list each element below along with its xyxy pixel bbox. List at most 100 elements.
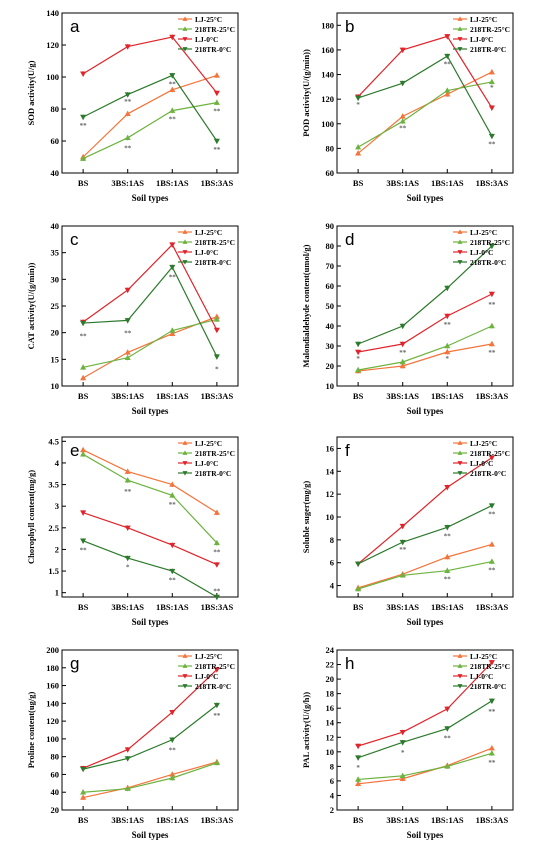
y-tick-label: 80: [326, 143, 335, 153]
legend-label: 218TR-0°C: [470, 682, 506, 691]
significance-mark: **: [488, 759, 496, 767]
data-point: [488, 541, 495, 547]
data-point: [80, 374, 87, 381]
y-tick-label: 100: [46, 72, 59, 82]
legend-label: LJ-25°C: [470, 652, 497, 661]
y-tick-label: 3: [55, 501, 59, 511]
y-tick-label: 140: [321, 70, 334, 80]
data-point: [444, 34, 451, 40]
significance-mark: **: [488, 140, 496, 148]
plot-frame: [61, 649, 239, 811]
y-tick-label: 6: [330, 776, 334, 786]
y-tick-label: 30: [51, 274, 60, 284]
data-point: [213, 562, 220, 568]
data-point: [488, 455, 495, 461]
significance-mark: **: [444, 321, 452, 329]
significance-mark: **: [169, 116, 177, 124]
panel-letter: f: [345, 441, 350, 460]
data-point: [488, 750, 495, 756]
series-line: [357, 543, 493, 589]
y-tick-label: 120: [321, 94, 334, 104]
panel-letter: d: [345, 230, 354, 249]
data-point: [488, 291, 495, 298]
x-tick-label: 3BS:1AS: [111, 178, 144, 188]
legend-marker: [457, 16, 463, 21]
y-tick-label: 50: [326, 301, 335, 311]
legend-item: LJ-25°C: [178, 15, 222, 24]
data-point: [488, 243, 495, 250]
panel-a: a 40 60 80 100 120 140 BS 3BS:1AS 1BS:1AS 1BS:3AS S…: [26, 8, 239, 203]
x-axis-label: Soil types: [407, 617, 444, 627]
data-point: [80, 446, 87, 453]
legend-label: 218TR-25°C: [470, 662, 510, 671]
data-point: [355, 349, 362, 356]
series-line: [358, 752, 493, 781]
series-LJ-25: [355, 68, 495, 156]
x-tick-label: 1BS:1AS: [431, 391, 464, 401]
significance-mark: **: [444, 60, 452, 68]
y-tick-label: 10: [326, 381, 335, 391]
series-LJ-0: [80, 34, 220, 97]
legend-item: 218TR-25°C: [178, 25, 235, 34]
series-line: [357, 457, 493, 565]
data-point: [444, 91, 451, 97]
panel-d: d 10 20 30 40 50 60 70 80 90 BS 3BS:1AS 1BS:1AS 1BS:3…: [301, 221, 514, 416]
series-line: [358, 293, 493, 353]
legend-item: LJ-0°C: [453, 672, 493, 681]
legend-item: 218TR-25°C: [453, 662, 510, 671]
legend-label: LJ-0°C: [195, 248, 218, 257]
legend-label: LJ-0°C: [470, 672, 493, 681]
series-line: [357, 560, 493, 590]
panel-b: b 60 80 100 120 140 160 180 BS 3BS:1AS 1BS:1AS 1BS:…: [301, 12, 514, 203]
data-point: [213, 354, 220, 360]
significance-mark: **: [169, 577, 177, 585]
x-tick-label: 1BS:3AS: [201, 602, 234, 612]
data-point: [399, 362, 406, 369]
data-point: [444, 726, 451, 732]
y-axis-label: Malondialdehyde content(umol/g): [301, 244, 311, 367]
data-point: [80, 155, 87, 161]
legend-label: 218TR-0°C: [195, 258, 231, 267]
data-point: [399, 740, 406, 746]
legend-marker: [457, 229, 463, 234]
legend-marker: [182, 450, 188, 455]
data-point: [169, 492, 176, 498]
series-line: [357, 71, 493, 154]
y-tick-label: 25: [51, 301, 60, 311]
data-point: [488, 340, 495, 347]
panel-letter: e: [70, 441, 79, 460]
x-axis-label: Soil types: [407, 193, 444, 203]
significance-mark: **: [213, 146, 221, 154]
data-point: [488, 78, 495, 85]
legend-item: 218TR-0°C: [178, 45, 231, 54]
y-tick-label: 4: [330, 790, 335, 800]
y-axis-label: Soluble suger(mg/g): [301, 481, 311, 554]
significance-mark: **: [444, 734, 452, 742]
data-point: [355, 776, 362, 782]
data-point: [169, 737, 176, 743]
legend-label: LJ-0°C: [195, 459, 218, 468]
data-point: [124, 525, 131, 532]
legend-item: 218TR-25°C: [178, 449, 235, 458]
data-point: [169, 774, 176, 781]
significance-mark: **: [124, 488, 132, 496]
legend-marker: [182, 26, 188, 31]
y-tick-label: 8: [330, 535, 334, 545]
y-tick-label: 20: [51, 805, 60, 815]
y-tick-label: 3.5: [48, 480, 59, 490]
legend-label: LJ-0°C: [470, 35, 493, 44]
y-tick-label: 35: [51, 248, 60, 258]
legend-marker: [182, 37, 188, 42]
y-tick-label: 40: [326, 321, 335, 331]
significance-mark: **: [213, 588, 221, 596]
significance-mark: **: [124, 330, 132, 338]
data-point: [488, 105, 495, 111]
series-218TR-0: [355, 503, 495, 568]
y-tick-label: 40: [51, 787, 60, 797]
data-point: [80, 114, 87, 121]
legend-label: LJ-0°C: [470, 248, 493, 257]
legend-marker: [457, 260, 463, 265]
data-point: [169, 73, 176, 79]
